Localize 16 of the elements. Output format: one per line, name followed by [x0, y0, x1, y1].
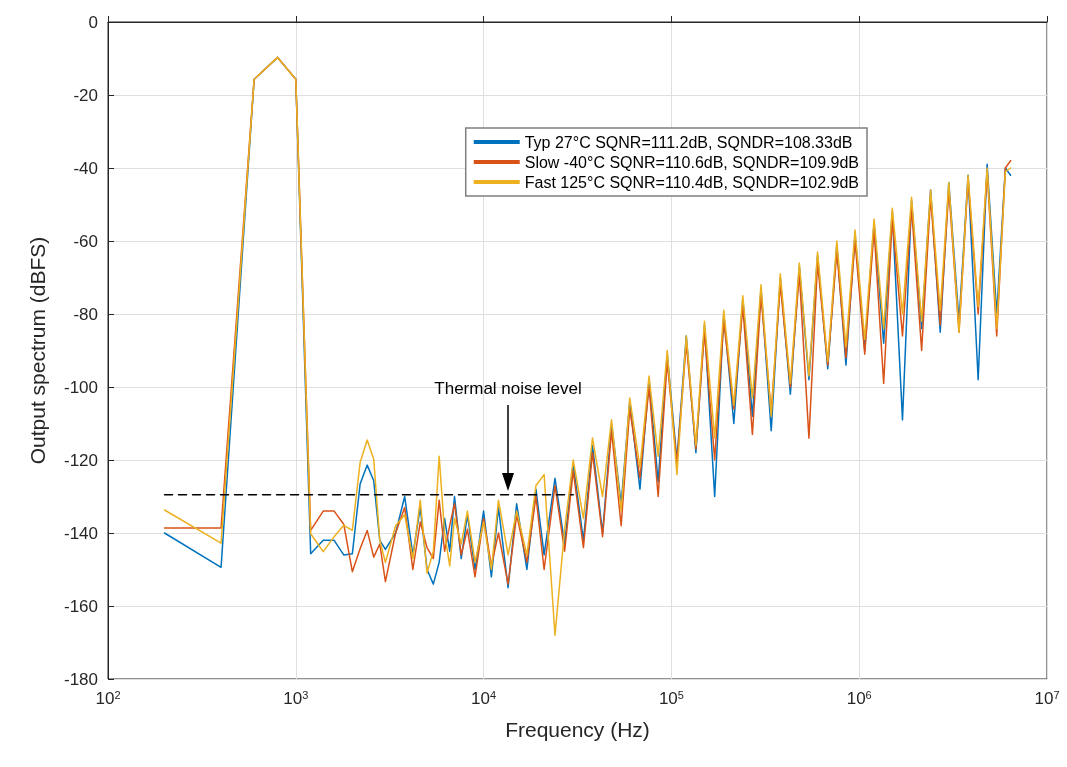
- legend-label: Fast 125°C SQNR=110.4dB, SQNDR=102.9dB: [524, 173, 860, 191]
- y-tick-label: -160: [63, 596, 98, 616]
- x-axis-title: Frequency (Hz): [505, 718, 650, 741]
- y-tick-label: -60: [73, 231, 98, 251]
- annotation: Thermal noise level: [433, 379, 583, 399]
- y-tick-label: -100: [63, 377, 98, 397]
- legend-label: Slow -40°C SQNR=110.6dB, SQNDR=109.9dB: [524, 153, 859, 171]
- y-axis-title: Output spectrum (dBFS): [26, 236, 49, 465]
- y-tick-label: -180: [63, 669, 98, 689]
- y-tick-label: -80: [73, 304, 98, 324]
- y-tick-label: -120: [63, 450, 98, 470]
- y-tick-label: -20: [73, 85, 98, 105]
- legend-label: Typ 27°C SQNR=111.2dB, SQNDR=108.33dB: [524, 133, 853, 151]
- y-tick-label: -140: [63, 523, 98, 543]
- y-tick-label: 0: [88, 12, 98, 32]
- y-tick-label: -40: [73, 158, 98, 178]
